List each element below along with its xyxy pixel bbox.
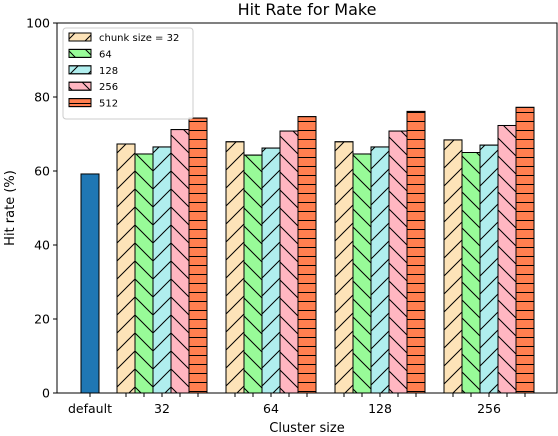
y-tick-label-60: 60 <box>34 164 50 179</box>
bar-hatch-series-1-cluster-32 <box>134 153 154 394</box>
bar-hatch-series-1-cluster-128 <box>352 153 372 394</box>
bar-hatch-series-0-cluster-64 <box>225 141 245 394</box>
bar-hatch-series-1-cluster-256 <box>461 152 481 394</box>
y-tick-label-100: 100 <box>26 16 50 31</box>
bar-hatch-series-4-cluster-64 <box>297 116 317 394</box>
legend-swatch-hatch-4 <box>68 98 92 108</box>
y-tick-label-0: 0 <box>42 386 50 401</box>
bar-hatch-series-3-cluster-128 <box>388 130 408 394</box>
legend-swatch-hatch-2 <box>68 65 92 75</box>
legend: chunk size = 32 64 128 256 512 <box>62 27 194 120</box>
y-tick-label-80: 80 <box>34 90 50 105</box>
y-tick-label-40: 40 <box>34 238 50 253</box>
legend-label-1: 64 <box>99 49 112 60</box>
x-axis-label: Cluster size <box>269 421 344 436</box>
bar-hatch-series-3-cluster-32 <box>170 129 190 394</box>
bar-hatch-series-2-cluster-32 <box>152 146 172 394</box>
bar-hatch-series-4-cluster-32 <box>188 117 208 394</box>
x-tick-label-128: 128 <box>368 401 392 416</box>
x-tick-label-64: 64 <box>263 401 279 416</box>
legend-label-2: 128 <box>99 66 118 77</box>
bar-hatch-series-0-cluster-32 <box>116 143 136 394</box>
bar-hatch-series-3-cluster-64 <box>279 130 299 394</box>
x-tick-label-32: 32 <box>154 401 170 416</box>
legend-swatch-hatch-0 <box>68 32 92 42</box>
legend-swatch-hatch-1 <box>68 48 92 58</box>
bar-hatch-series-3-cluster-256 <box>497 124 517 394</box>
bar-hatch-series-0-cluster-128 <box>334 141 354 394</box>
legend-label-4: 512 <box>99 99 118 110</box>
bar-hatch-series-2-cluster-128 <box>370 146 390 394</box>
y-axis-label: Hit rate (%) <box>3 170 18 246</box>
bar-hatch-series-2-cluster-64 <box>261 147 281 394</box>
legend-label-0: chunk size = 32 <box>99 33 179 44</box>
legend-frame <box>62 27 194 120</box>
legend-label-3: 256 <box>99 82 118 93</box>
bar-hatch-series-0-cluster-256 <box>443 139 463 394</box>
bar-default <box>80 173 100 394</box>
x-tick-label-default: default <box>68 401 112 416</box>
bar-hatch-series-4-cluster-256 <box>515 106 535 394</box>
legend-swatch-hatch-3 <box>68 81 92 91</box>
chart-title: Hit Rate for Make <box>238 0 377 19</box>
x-tick-label-256: 256 <box>477 401 501 416</box>
y-tick-label-20: 20 <box>34 312 50 327</box>
bar-hatch-series-4-cluster-128 <box>406 110 426 394</box>
bar-hatch-series-2-cluster-256 <box>479 144 499 394</box>
bar-hatch-series-1-cluster-64 <box>243 154 263 394</box>
